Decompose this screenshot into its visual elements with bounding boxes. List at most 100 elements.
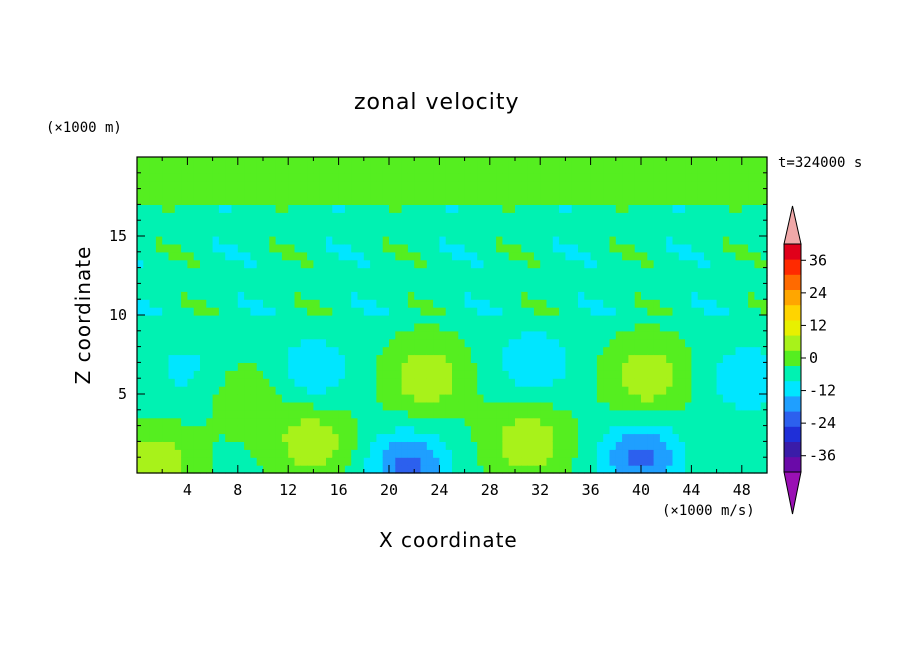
heatmap-cell xyxy=(300,275,308,284)
heatmap-cell xyxy=(206,212,214,221)
heatmap-cell xyxy=(212,346,220,356)
heatmap-cell xyxy=(452,164,459,174)
heatmap-cell xyxy=(263,354,270,363)
heatmap-cell xyxy=(426,275,434,284)
heatmap-cell xyxy=(332,433,340,442)
heatmap-cell xyxy=(596,346,604,356)
heatmap-cell xyxy=(685,315,692,324)
heatmap-cell xyxy=(559,188,566,198)
heatmap-cell xyxy=(590,315,598,324)
heatmap-cell xyxy=(225,386,233,395)
heatmap-cell xyxy=(225,228,233,237)
heatmap-cell xyxy=(382,172,390,182)
heatmap-cell xyxy=(641,401,648,411)
heatmap-cell xyxy=(741,228,749,237)
heatmap-cell xyxy=(344,243,352,253)
heatmap-cell xyxy=(414,338,422,348)
heatmap-cell xyxy=(622,180,629,190)
heatmap-cell xyxy=(760,164,768,174)
heatmap-cell xyxy=(168,457,176,466)
heatmap-cell xyxy=(231,188,239,198)
heatmap-cell xyxy=(376,441,384,450)
heatmap-cell xyxy=(174,212,182,221)
heatmap-cell xyxy=(741,180,749,190)
heatmap-cell xyxy=(628,441,636,450)
heatmap-cell xyxy=(722,315,730,324)
heatmap-cell xyxy=(407,212,415,221)
heatmap-cell xyxy=(735,243,743,253)
heatmap-cell xyxy=(407,172,415,182)
heatmap-cell xyxy=(565,465,573,474)
heatmap-cell xyxy=(502,441,510,450)
heatmap-cell xyxy=(300,251,308,261)
heatmap-cell xyxy=(433,394,440,403)
heatmap-cell xyxy=(338,417,346,427)
heatmap-cell xyxy=(250,243,258,253)
heatmap-cell xyxy=(521,196,529,205)
heatmap-cell xyxy=(559,354,566,363)
heatmap-cell xyxy=(351,283,359,292)
heatmap-cell xyxy=(628,267,636,277)
heatmap-cell xyxy=(527,299,535,308)
heatmap-cell xyxy=(722,275,730,284)
heatmap-cell xyxy=(389,346,396,356)
heatmap-cell xyxy=(263,401,270,411)
heatmap-cell xyxy=(483,425,491,435)
heatmap-cell xyxy=(653,401,661,411)
heatmap-cell xyxy=(464,251,472,261)
heatmap-cell xyxy=(584,267,592,277)
heatmap-cell xyxy=(470,307,478,316)
heatmap-cell xyxy=(181,441,188,450)
heatmap-cell xyxy=(508,251,516,261)
heatmap-cell xyxy=(527,315,535,324)
heatmap-cell xyxy=(395,346,403,356)
heatmap-cell xyxy=(628,433,636,442)
heatmap-cell xyxy=(647,449,655,458)
heatmap-cell xyxy=(344,251,352,261)
heatmap-cell xyxy=(137,401,144,411)
heatmap-cell xyxy=(149,449,157,458)
heatmap-cell xyxy=(193,346,201,356)
heatmap-cell xyxy=(445,307,453,316)
heatmap-cell xyxy=(685,322,692,332)
heatmap-cell xyxy=(735,441,743,450)
heatmap-cell xyxy=(584,283,592,292)
heatmap-cell xyxy=(470,228,478,237)
heatmap-cell xyxy=(168,346,176,356)
heatmap-cell xyxy=(565,457,573,466)
heatmap-cell xyxy=(634,457,642,466)
heatmap-cell xyxy=(326,243,333,253)
heatmap-cell xyxy=(382,275,390,284)
heatmap-cell xyxy=(344,228,352,237)
heatmap-cell xyxy=(439,299,447,308)
heatmap-cell xyxy=(452,386,459,395)
heatmap-cell xyxy=(162,417,170,427)
heatmap-cell xyxy=(187,157,195,166)
heatmap-cell xyxy=(609,236,617,245)
heatmap-cell xyxy=(559,220,566,229)
heatmap-cell xyxy=(470,283,478,292)
heatmap-cell xyxy=(502,236,510,245)
heatmap-cell xyxy=(710,338,718,348)
heatmap-cell xyxy=(414,275,422,284)
heatmap-cell xyxy=(666,291,674,300)
heatmap-cell xyxy=(666,441,674,450)
heatmap-cell xyxy=(672,267,680,277)
heatmap-cell xyxy=(414,196,422,205)
heatmap-cell xyxy=(149,267,157,277)
heatmap-cell xyxy=(647,362,655,371)
heatmap-cell xyxy=(603,275,611,284)
heatmap-cell xyxy=(691,441,699,450)
heatmap-cell xyxy=(470,441,478,450)
heatmap-cell xyxy=(464,196,472,205)
heatmap-cell xyxy=(571,465,579,474)
heatmap-cell xyxy=(565,243,573,253)
heatmap-cell xyxy=(496,425,503,435)
heatmap-cell xyxy=(502,275,510,284)
heatmap-cell xyxy=(735,212,743,221)
heatmap-cell xyxy=(155,243,163,253)
heatmap-cell xyxy=(540,236,548,245)
heatmap-cell xyxy=(603,433,611,442)
heatmap-cell xyxy=(256,157,264,166)
heatmap-cell xyxy=(433,346,440,356)
